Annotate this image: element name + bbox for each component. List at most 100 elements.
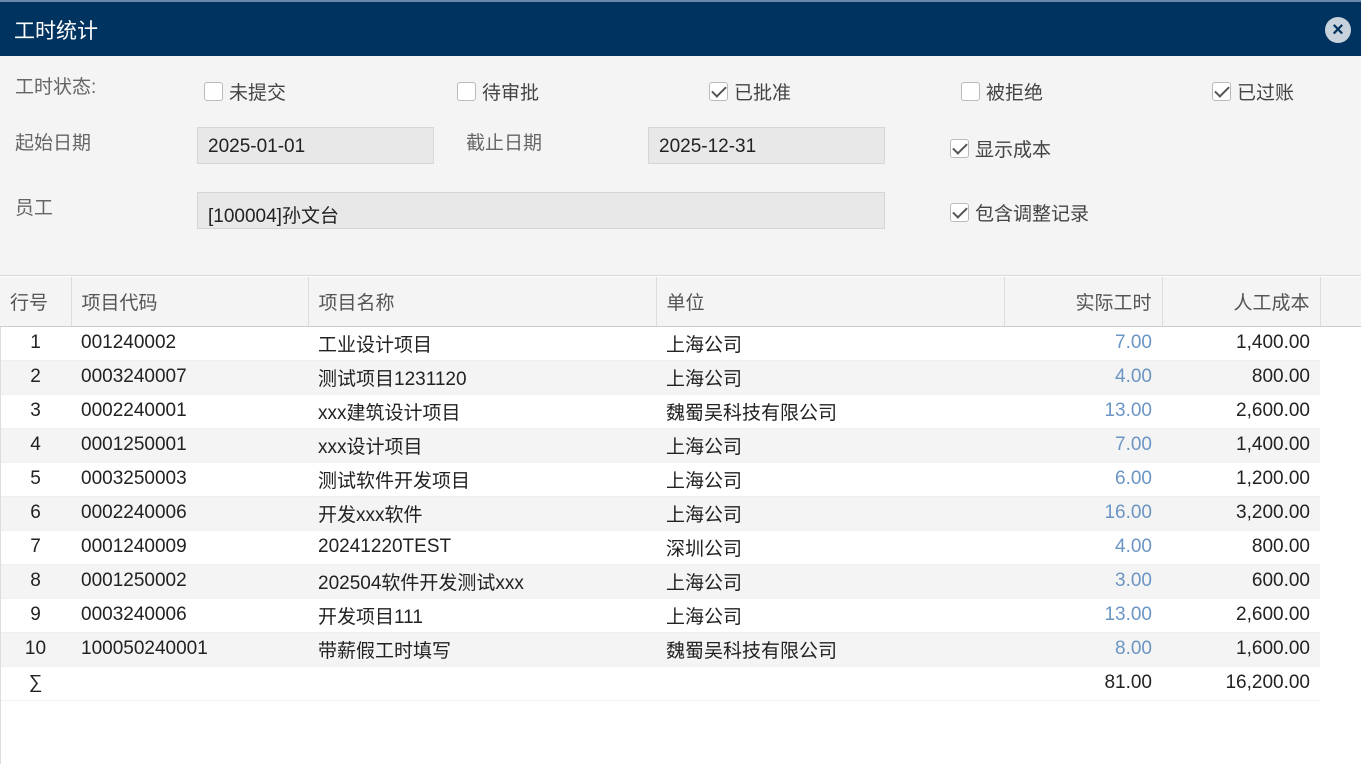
table-cell: 4.00 [1004,530,1162,565]
table-cell: 16.00 [1004,496,1162,531]
column-header[interactable]: 项目名称 [308,277,657,327]
checkbox-label: 已批准 [734,83,792,104]
table-cell: 工业设计项目 [308,326,656,361]
table-cell: 8.00 [1004,632,1162,667]
table-row[interactable]: 10 100050240001 带薪假工时填写 魏蜀吴科技有限公司 8.00 1,600.… [0,632,1320,667]
checkbox-label: 已过账 [1237,83,1295,104]
status-checkbox[interactable]: 已批准 [709,78,791,105]
end-date-label: 截止日期 [466,133,543,154]
column-header[interactable]: 行号 [0,277,72,327]
table-cell: 0001250001 [71,428,308,463]
table-cell: 0003240007 [71,360,308,395]
status-label: 工时状态: [15,77,97,98]
table-row[interactable]: 2 0003240007 测试项目1231120 上海公司 4.00 800.00 [0,360,1320,395]
table-cell: 100050240001 [71,632,308,667]
table-cell: 1,400.00 [1162,326,1320,361]
table-cell: 上海公司 [656,598,1004,633]
table-row[interactable]: 4 0001250001 xxx设计项目 上海公司 7.00 1,400.00 [0,428,1320,463]
table-cell: 6.00 [1004,462,1162,497]
total-cost: 16,200.00 [1162,666,1320,701]
table-cell: 上海公司 [656,428,1004,463]
table-cell: 7.00 [1004,428,1162,463]
end-date-input[interactable]: 2025-12-31 [648,127,885,164]
table-cell: 0002240001 [71,394,308,429]
checkbox-label: 被拒绝 [986,83,1044,104]
table-cell: 800.00 [1162,530,1320,565]
table-cell: 上海公司 [656,462,1004,497]
status-checkbox[interactable]: 未提交 [204,78,286,105]
table-cell: 8 [0,564,71,599]
table-cell: 2 [0,360,71,395]
table-row[interactable]: 8 0001250002 202504软件开发测试xxx 上海公司 3.00 600.00 [0,564,1320,599]
table-cell: 开发项目111 [308,598,656,633]
table-cell: 魏蜀吴科技有限公司 [656,394,1004,429]
table-cell: 0003250003 [71,462,308,497]
checkbox-icon [709,82,728,101]
table-cell: 10 [0,632,71,667]
start-date-input[interactable]: 2025-01-01 [197,127,434,164]
column-header[interactable]: 人工成本 [1162,277,1321,327]
table-cell: 2,600.00 [1162,394,1320,429]
table-cell: 上海公司 [656,564,1004,599]
table-row[interactable]: 9 0003240006 开发项目111 上海公司 13.00 2,600.00 [0,598,1320,633]
start-date-label: 起始日期 [15,133,92,154]
title-bar: 工时统计 × [0,0,1361,56]
table-cell: 1,200.00 [1162,462,1320,497]
column-header[interactable]: 实际工时 [1004,277,1163,327]
column-header[interactable]: 单位 [656,277,1005,327]
table-cell: 测试软件开发项目 [308,462,656,497]
table-cell: 测试项目1231120 [308,360,656,395]
total-row: ∑ 81.00 16,200.00 [0,666,1320,701]
table-row[interactable]: 1 001240002 工业设计项目 上海公司 7.00 1,400.00 [0,326,1320,361]
include-adjust-checkbox[interactable]: 包含调整记录 [950,199,1089,226]
table-cell: xxx设计项目 [308,428,656,463]
table-cell: 2,600.00 [1162,598,1320,633]
table-cell: 800.00 [1162,360,1320,395]
table-row[interactable]: 3 0002240001 xxx建筑设计项目 魏蜀吴科技有限公司 13.00 2,600.… [0,394,1320,429]
column-header[interactable]: 项目代码 [71,277,309,327]
table-cell: 1 [0,326,71,361]
table-cell [656,666,1004,701]
checkbox-icon [950,139,969,158]
table-cell: 上海公司 [656,496,1004,531]
table-cell: 1,600.00 [1162,632,1320,667]
table-cell: 7 [0,530,71,565]
table-cell: 13.00 [1004,394,1162,429]
close-icon[interactable]: × [1325,17,1351,43]
table-cell: 深圳公司 [656,530,1004,565]
table-cell: 5 [0,462,71,497]
table-cell: 3,200.00 [1162,496,1320,531]
table-row[interactable]: 6 0002240006 开发xxx软件 上海公司 16.00 3,200.00 [0,496,1320,531]
table-cell: 20241220TEST [308,530,656,565]
checkbox-icon [457,82,476,101]
table-cell: 0001240009 [71,530,308,565]
divider [0,327,1,764]
table-cell: 13.00 [1004,598,1162,633]
employee-input[interactable]: [100004]孙文台 [197,192,885,229]
table-row[interactable]: 5 0003250003 测试软件开发项目 上海公司 6.00 1,200.00 [0,462,1320,497]
status-checkbox[interactable]: 待审批 [457,78,539,105]
show-cost-checkbox[interactable]: 显示成本 [950,135,1051,162]
table-cell: 202504软件开发测试xxx [308,564,656,599]
table-cell: 0002240006 [71,496,308,531]
table-cell: 4 [0,428,71,463]
table-cell: 600.00 [1162,564,1320,599]
status-checkbox[interactable]: 已过账 [1212,78,1294,105]
timesheet-table: 行号 项目代码 项目名称 单位 实际工时 人工成本 1 001240002 工业设计项目 上海公… [0,277,1321,701]
table-cell: 上海公司 [656,360,1004,395]
total-hours: 81.00 [1004,666,1162,701]
checkbox-label: 未提交 [229,83,287,104]
table-cell: xxx建筑设计项目 [308,394,656,429]
table-cell: 开发xxx软件 [308,496,656,531]
checkbox-label: 待审批 [482,83,540,104]
table-cell: 6 [0,496,71,531]
table-cell: 4.00 [1004,360,1162,395]
checkbox-icon [1212,82,1231,101]
table-row[interactable]: 7 0001240009 20241220TEST 深圳公司 4.00 800.00 [0,530,1320,565]
checkbox-label: 显示成本 [975,140,1052,161]
window-title: 工时统计 [14,20,98,43]
table-cell: 0003240006 [71,598,308,633]
table-cell: 3 [0,394,71,429]
status-checkbox[interactable]: 被拒绝 [961,78,1043,105]
table-cell [71,666,308,701]
